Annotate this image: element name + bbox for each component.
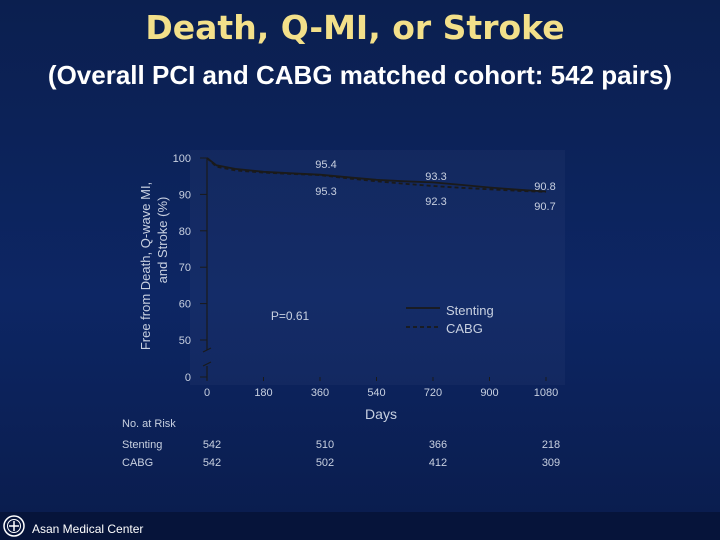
- footer-text: Asan Medical Center: [32, 522, 144, 536]
- p-value-label: P=0.61: [271, 309, 310, 323]
- hospital-logo-icon: [3, 515, 25, 537]
- at-risk-row-label: Stenting: [122, 439, 162, 451]
- y-tick-label: 100: [173, 153, 191, 165]
- y-tick-label: 90: [179, 189, 191, 201]
- y-axis-break-mark: [202, 347, 212, 353]
- x-tick-label: 180: [254, 387, 272, 399]
- at-risk-row-label: CABG: [122, 457, 153, 469]
- at-risk-value: 366: [429, 439, 447, 451]
- y-tick-label: 50: [179, 335, 191, 347]
- x-tick-label: 540: [367, 387, 385, 399]
- y-tick-label: 60: [179, 299, 191, 311]
- y-tick-label: 70: [179, 262, 191, 274]
- at-risk-value: 510: [316, 439, 334, 451]
- footer-bar: [0, 512, 720, 540]
- legend-label-stenting: Stenting: [446, 303, 494, 318]
- data-label: 93.3: [425, 171, 446, 183]
- at-risk-title: No. at Risk: [122, 418, 176, 430]
- plot-area: [190, 150, 565, 385]
- x-tick-label: 360: [311, 387, 329, 399]
- data-label: 95.3: [315, 186, 336, 198]
- at-risk-value: 502: [316, 457, 334, 469]
- x-tick-label: 720: [424, 387, 442, 399]
- y-axis-title-line1: Free from Death, Q-wave MI,: [138, 182, 153, 350]
- x-tick-label: 900: [480, 387, 498, 399]
- x-tick-label: 0: [204, 387, 210, 399]
- y-tick-label: 0: [185, 372, 191, 384]
- at-risk-value: 542: [203, 457, 221, 469]
- at-risk-value: 412: [429, 457, 447, 469]
- data-label: 90.7: [534, 201, 555, 213]
- at-risk-value: 218: [542, 439, 560, 451]
- slide-subtitle: (Overall PCI and CABG matched cohort: 54…: [47, 60, 673, 90]
- at-risk-value: 309: [542, 457, 560, 469]
- survival-chart: 0 50 60 70 80 90 100 0 180 360 540 720 900 1080 Days Fr…: [122, 150, 565, 469]
- y-axis-title-line2: and Stroke (%): [155, 197, 170, 284]
- series-line-cabg: [206, 157, 547, 193]
- data-label: 92.3: [425, 196, 446, 208]
- x-axis-title: Days: [365, 406, 397, 422]
- x-tick-label: 1080: [534, 387, 558, 399]
- y-axis-break-mark: [202, 361, 212, 367]
- at-risk-value: 542: [203, 439, 221, 451]
- y-tick-label: 80: [179, 226, 191, 238]
- series-line-stenting: [206, 157, 547, 193]
- data-label: 95.4: [315, 159, 336, 171]
- slide-title: Death, Q-MI, or Stroke: [145, 8, 565, 47]
- legend-label-cabg: CABG: [446, 321, 483, 336]
- data-label: 90.8: [534, 181, 555, 193]
